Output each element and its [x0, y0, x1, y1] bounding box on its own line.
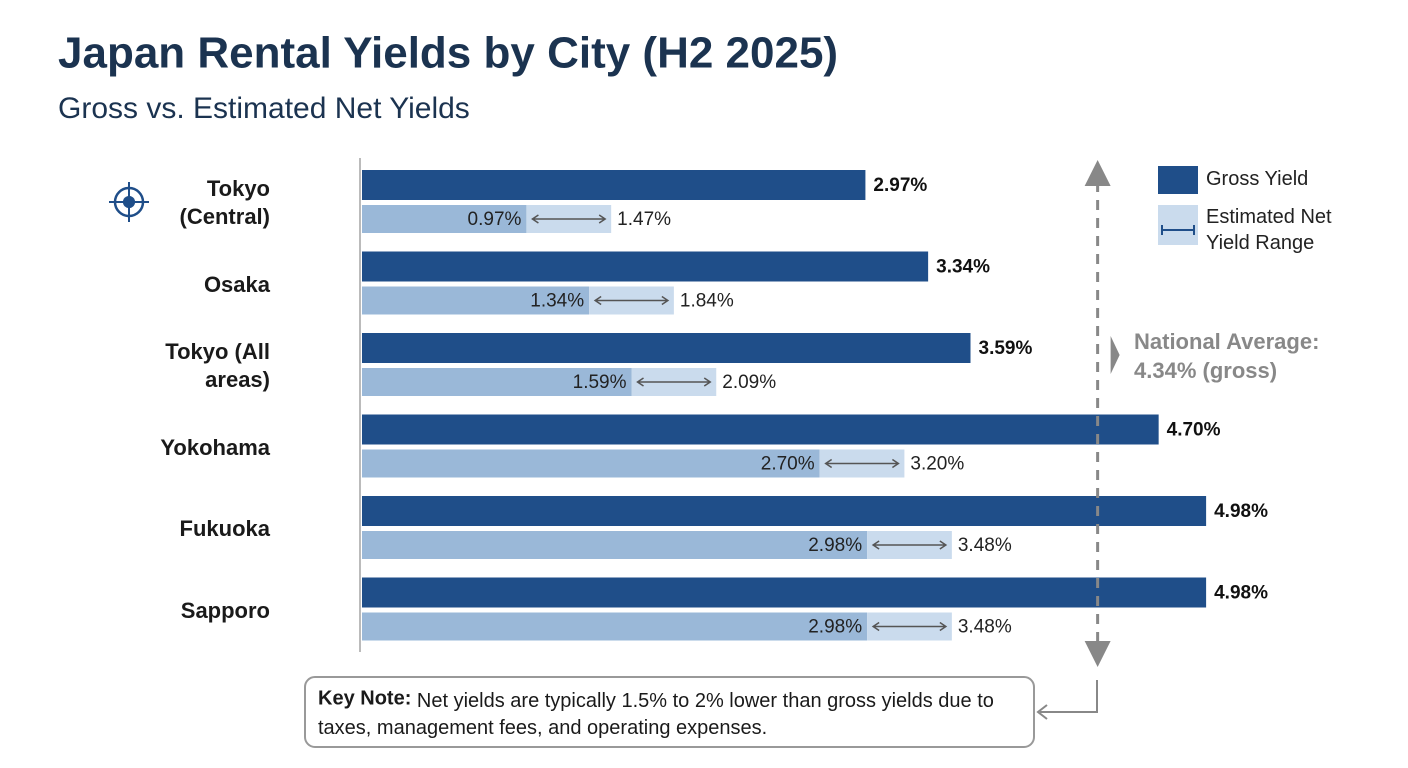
net-high-label: 1.84%: [680, 291, 734, 312]
category-label: Tokyo (All areas): [165, 339, 270, 392]
gross-label: 4.98%: [1214, 501, 1268, 522]
net-low-label: 1.59%: [573, 372, 627, 393]
gross-label: 4.70%: [1167, 420, 1221, 441]
net-low-bar: [362, 286, 590, 315]
net-low-label: 2.98%: [808, 617, 862, 638]
gross-label: 3.59%: [979, 338, 1033, 359]
note-box: [304, 676, 1035, 748]
net-low-label: 0.97%: [468, 209, 522, 230]
category-label: Sapporo: [180, 597, 270, 623]
net-high-label: 3.48%: [958, 535, 1012, 556]
net-low-bar: [362, 205, 527, 233]
legend-swatch: [1158, 205, 1198, 245]
legend-swatch: [1158, 166, 1198, 194]
net-high-label: 2.09%: [722, 372, 776, 393]
range-arrow: [871, 621, 948, 632]
gross-bar: [362, 251, 929, 282]
legend-label: Estimated Net Yield Range: [1206, 206, 1332, 254]
gross-label: 4.98%: [1214, 583, 1268, 604]
chart-title: Japan Rental Yields by City (H2 2025): [58, 29, 838, 78]
range-arrow: [871, 540, 948, 550]
note-arrow: [1036, 704, 1048, 720]
note-connector: [1040, 680, 1098, 713]
range-arrow: [824, 458, 900, 469]
net-low-label: 2.70%: [761, 454, 815, 475]
net-low-bar: [362, 368, 632, 396]
category-label: Osaka: [203, 271, 270, 297]
gross-label: 3.34%: [936, 257, 990, 278]
net-high-label: 3.20%: [910, 454, 964, 475]
range-arrow: [531, 214, 607, 224]
gross-bar: [362, 333, 971, 363]
range-arrow: [636, 377, 712, 387]
reference-pointer: [1110, 336, 1120, 374]
reference-label: National Average: 4.34% (gross): [1134, 329, 1320, 383]
category-label: Fukuoka: [179, 516, 270, 541]
gross-bar: [362, 577, 1207, 608]
gross-bar: [362, 414, 1159, 445]
legend-label: Gross Yield: [1206, 168, 1309, 190]
category-label: Tokyo (Central): [179, 176, 270, 229]
gross-label: 2.97%: [873, 175, 927, 196]
range-arrow: [593, 295, 670, 306]
note-label: Key Note:: [318, 687, 411, 709]
gross-bar: [362, 496, 1207, 526]
net-high-label: 3.48%: [958, 617, 1012, 638]
net-low-label: 1.34%: [530, 291, 584, 312]
target-icon: [109, 182, 149, 222]
note-text: Net yields are typically 1.5% to 2% lowe…: [318, 690, 994, 739]
net-high-label: 1.47%: [617, 209, 671, 230]
chart-subtitle: Gross vs. Estimated Net Yields: [58, 92, 470, 125]
net-low-bar: [362, 449, 820, 478]
note: Key Note: Net yields are typically 1.5% …: [318, 688, 1023, 742]
net-low-bar: [362, 531, 868, 559]
net-low-label: 2.98%: [808, 535, 862, 556]
category-label: Yokohama: [160, 434, 270, 460]
net-low-bar: [362, 612, 868, 641]
legend-range-icon: [1161, 225, 1195, 235]
gross-bar: [362, 170, 866, 200]
